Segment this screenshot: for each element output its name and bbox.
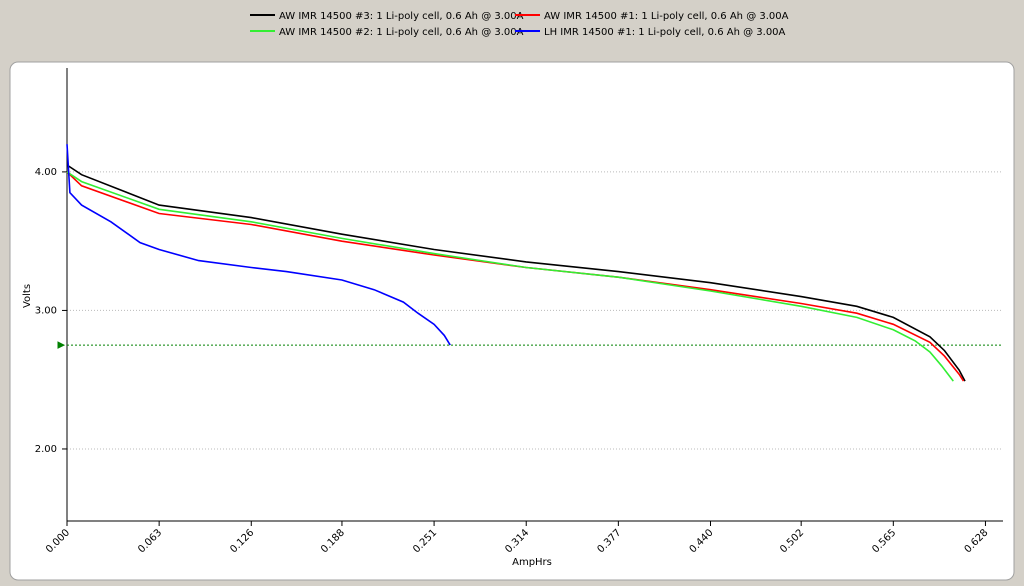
cutoff-arrow <box>57 341 66 349</box>
plot-panel <box>9 61 1015 581</box>
x-axis-label: AmpHrs <box>512 557 552 568</box>
series-line <box>66 164 966 382</box>
series-line <box>66 171 954 382</box>
legend-label: AW IMR 14500 #3: 1 Li-poly cell, 0.6 Ah … <box>279 11 524 22</box>
series-line <box>66 144 451 346</box>
y-tick-label: 2.00 <box>35 444 57 455</box>
legend-label: LH IMR 14500 #1: 1 Li-poly cell, 0.6 Ah … <box>544 27 786 38</box>
legend-label: AW IMR 14500 #1: 1 Li-poly cell, 0.6 Ah … <box>544 11 789 22</box>
y-axis-label: Volts <box>22 284 33 308</box>
y-tick-label: 3.00 <box>35 305 57 316</box>
y-tick-label: 4.00 <box>35 167 57 178</box>
legend-label: AW IMR 14500 #2: 1 Li-poly cell, 0.6 Ah … <box>279 27 524 38</box>
